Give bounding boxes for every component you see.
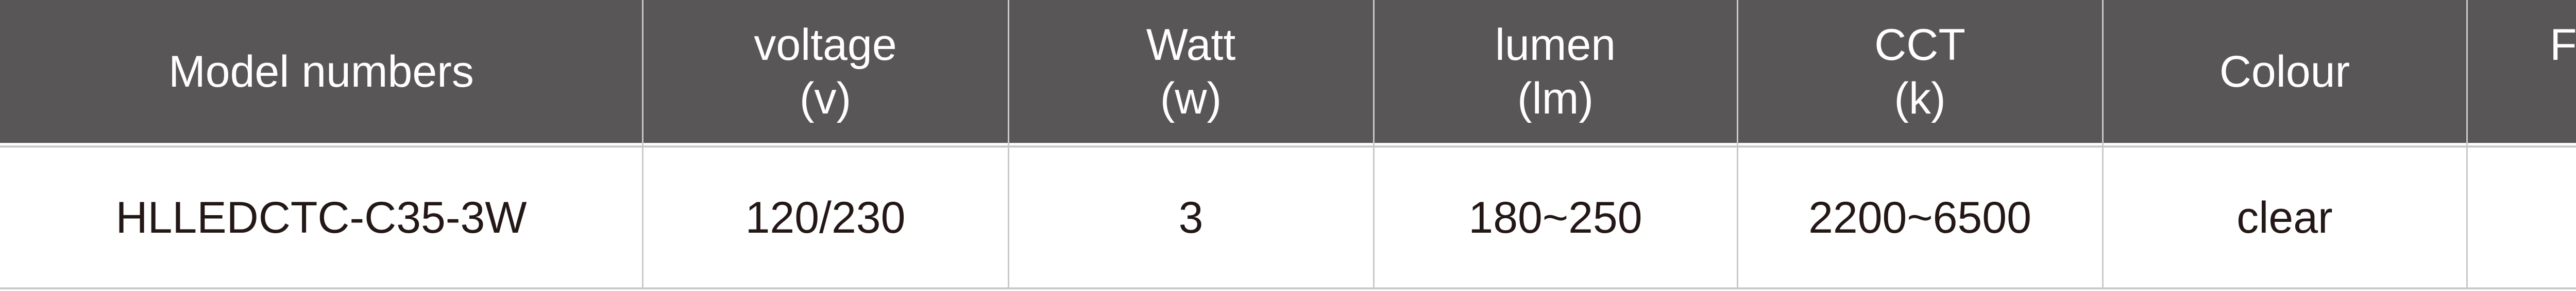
header-cell-cct: CCT (k) xyxy=(1737,0,2103,143)
header-label-line1: voltage xyxy=(754,20,897,70)
cell-filaments-count: 2 xyxy=(2467,148,2576,287)
column-divider xyxy=(1008,0,1009,289)
watt-value: 3 xyxy=(1178,192,1204,242)
lumen-value: 180~250 xyxy=(1468,192,1642,242)
column-divider xyxy=(1737,0,1738,289)
header-label-line1: lumen xyxy=(1495,20,1616,70)
header-cell-filaments-count: FilamentsCount xyxy=(2467,0,2576,143)
cell-watt: 3 xyxy=(1008,148,1374,287)
header-label-line2: (v) xyxy=(799,73,852,123)
cell-cct: 2200~6500 xyxy=(1737,148,2103,287)
cell-model-numbers: HLLEDCTC-C35-3W xyxy=(0,148,642,287)
header-label-line2: (lm) xyxy=(1517,73,1594,123)
table-header-row: Model numbers voltage (v) Watt (w) lumen (l… xyxy=(0,0,2576,143)
header-label-line1: CCT xyxy=(1874,20,1965,70)
column-divider xyxy=(642,0,643,289)
cell-lumen: 180~250 xyxy=(1374,148,1737,287)
header-cell-model-numbers: Model numbers xyxy=(0,0,642,143)
colour-value: clear xyxy=(2236,192,2333,242)
column-divider xyxy=(2102,0,2104,289)
header-label-line1: Colour xyxy=(2219,46,2350,96)
header-cell-lumen: lumen (lm) xyxy=(1374,0,1737,143)
header-label-line1: Filaments xyxy=(2550,20,2576,70)
header-cell-voltage: voltage (v) xyxy=(642,0,1008,143)
cct-value: 2200~6500 xyxy=(1808,192,2031,242)
table-bottom-border xyxy=(0,287,2576,289)
cell-colour: clear xyxy=(2103,148,2467,287)
header-label-line1: Model numbers xyxy=(168,46,474,96)
header-label-line2: (k) xyxy=(1894,73,1946,123)
column-divider xyxy=(1373,0,1375,289)
table-row: HLLEDCTC-C35-3W 120/230 3 180~250 2200~6… xyxy=(0,148,2576,287)
header-label-line2: (w) xyxy=(1160,73,1222,123)
header-label-line1: Watt xyxy=(1146,20,1236,70)
voltage-value: 120/230 xyxy=(745,192,906,242)
header-cell-colour: Colour xyxy=(2103,0,2467,143)
cell-voltage: 120/230 xyxy=(642,148,1008,287)
column-divider xyxy=(2466,0,2468,289)
header-separator-line xyxy=(0,146,2576,148)
header-cell-watt: Watt (w) xyxy=(1008,0,1374,143)
model-number-value: HLLEDCTC-C35-3W xyxy=(115,192,527,242)
